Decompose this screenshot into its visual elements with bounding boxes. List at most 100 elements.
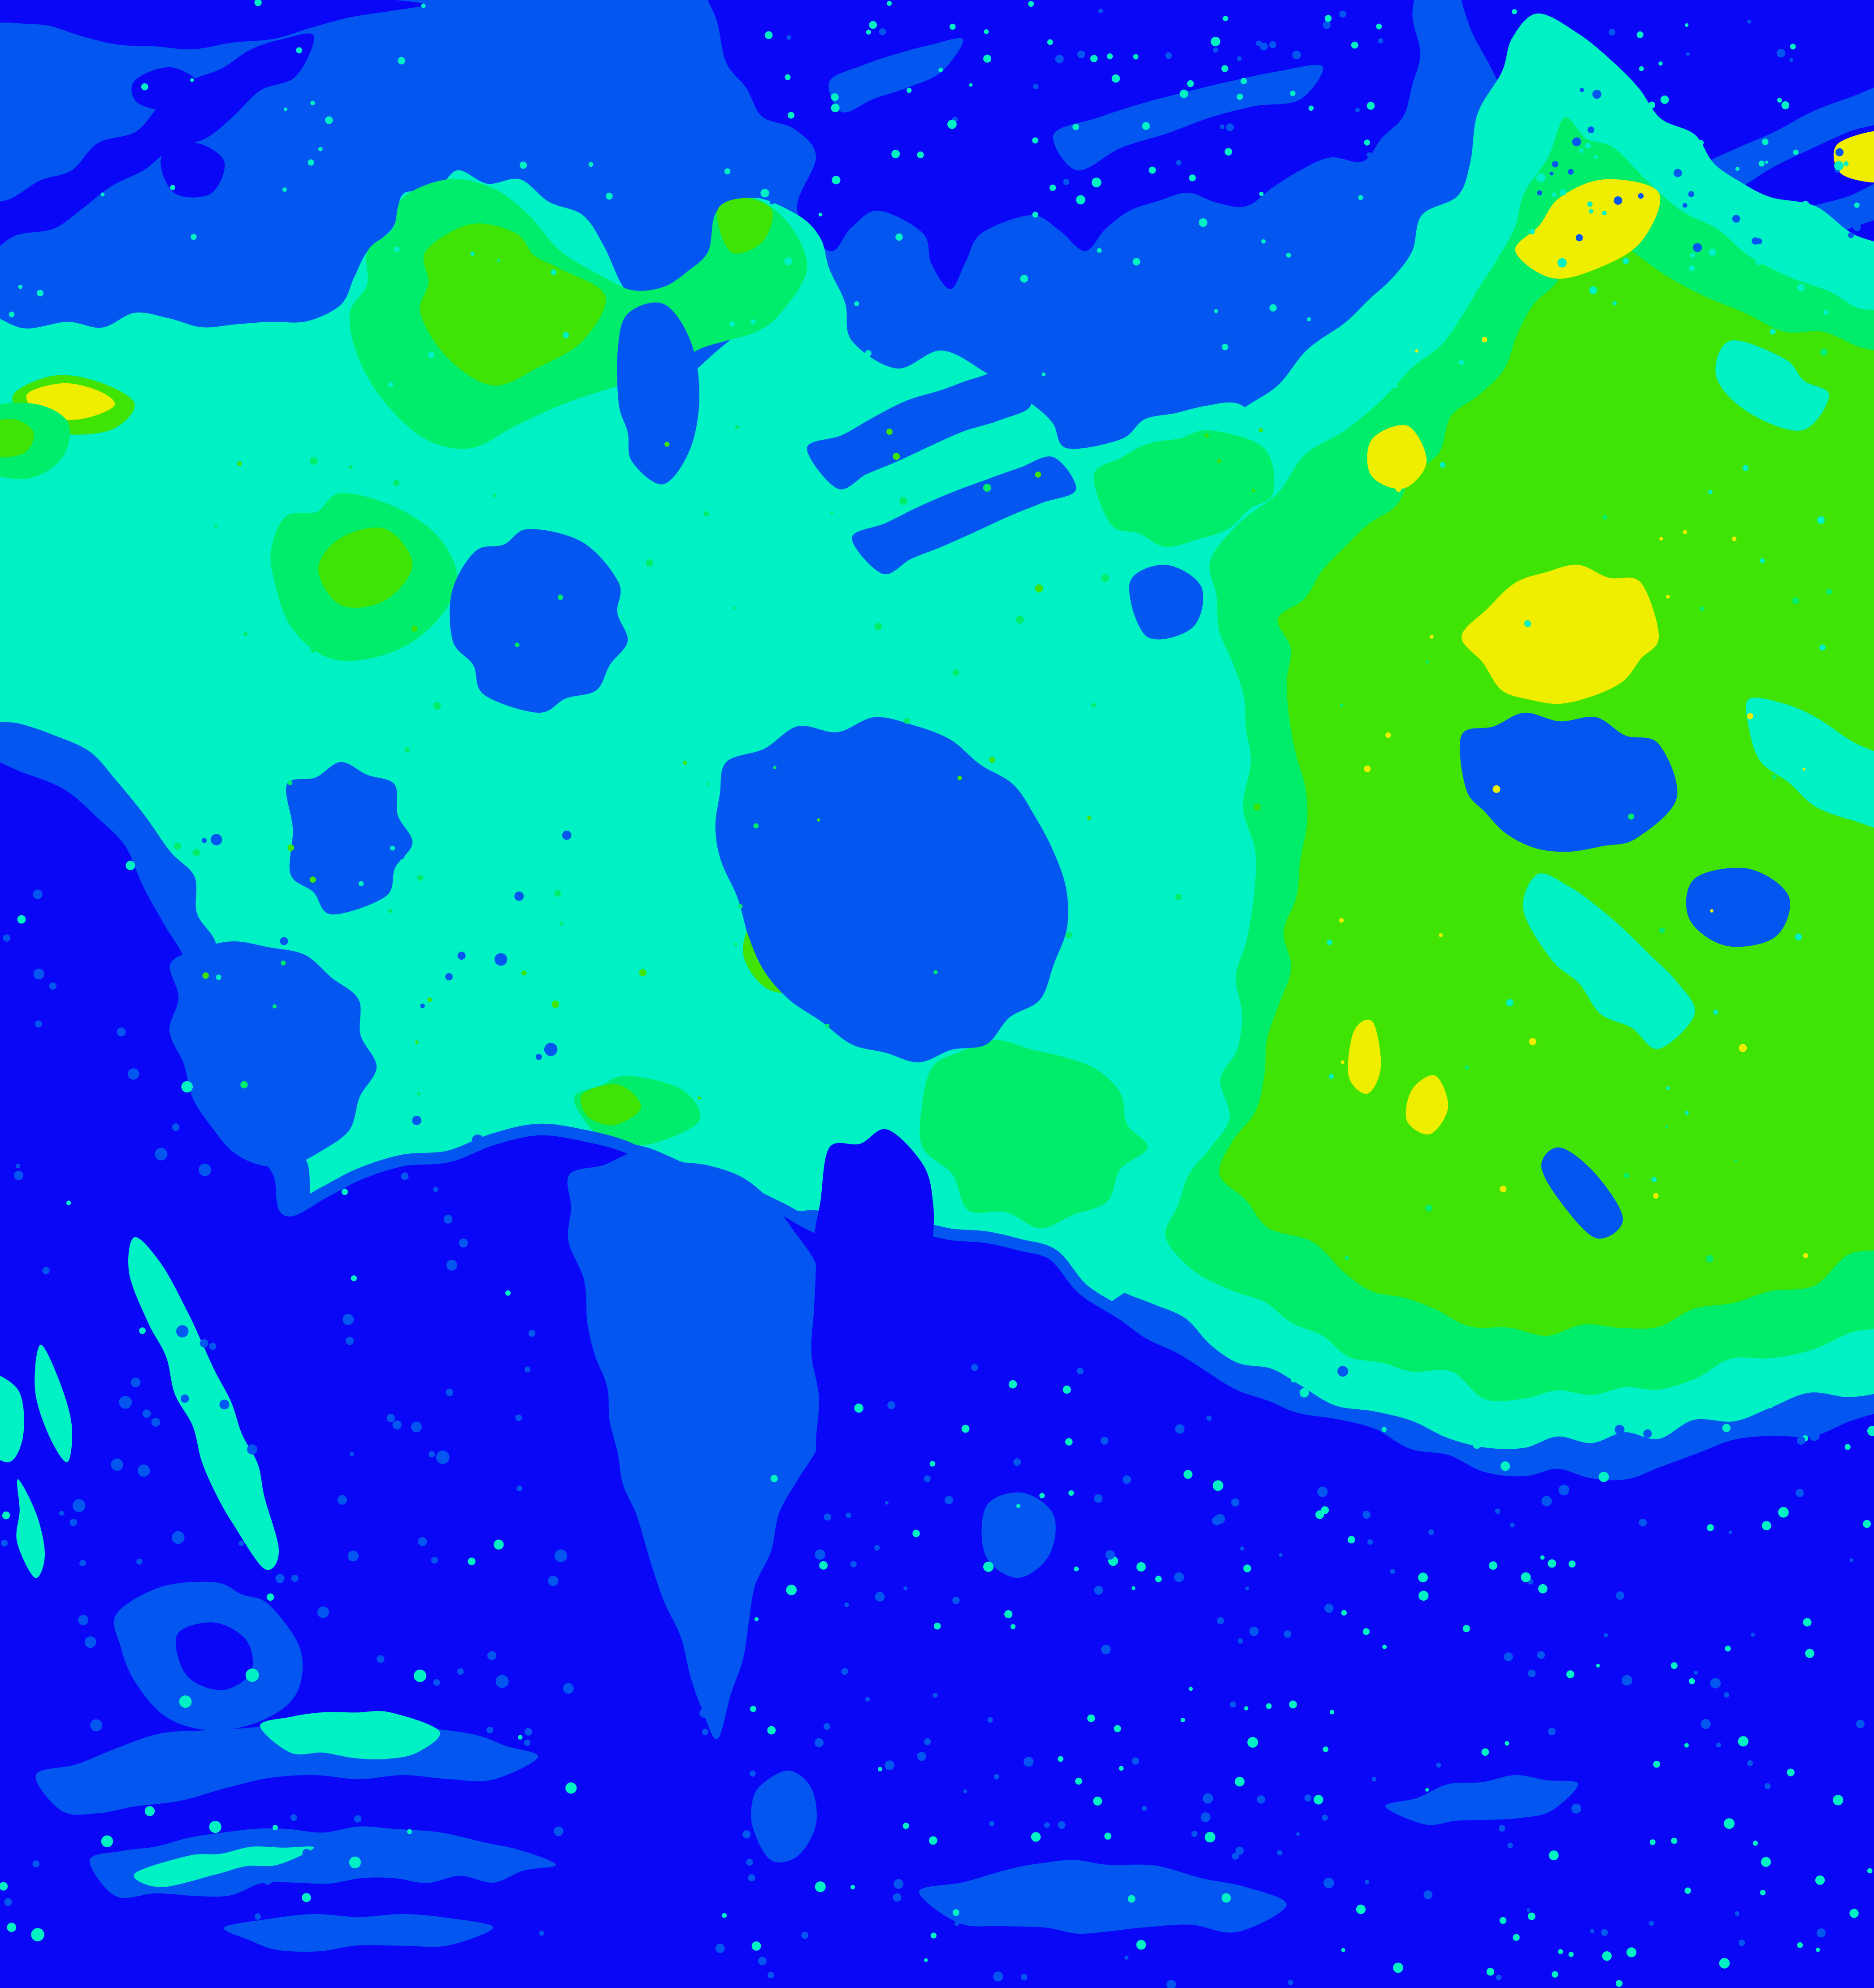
speckle-dot [1537, 190, 1542, 196]
speckle-dot [1867, 1425, 1874, 1436]
west-blue-lake-region [449, 528, 628, 713]
speckle-dot [1492, 785, 1501, 793]
speckle-dot [1028, 1, 1034, 7]
speckle-dot [112, 1793, 125, 1806]
speckle-dot [1212, 1480, 1223, 1491]
speckle-dot [1713, 1009, 1718, 1015]
speckle-dot [1649, 1839, 1656, 1845]
speckle-dot [1366, 152, 1372, 158]
speckle-dot [272, 1004, 277, 1009]
speckle-dot [1013, 1458, 1021, 1466]
speckle-dot [42, 1267, 50, 1274]
speckle-dot [524, 1728, 532, 1736]
speckle-dot [181, 1395, 189, 1403]
dragon-head-green-region [717, 198, 773, 254]
speckle-dot [1261, 239, 1266, 244]
speckle-dot [0, 1882, 8, 1891]
speckle-dot [1742, 465, 1748, 471]
speckle-dot [1588, 126, 1595, 134]
speckle-dot [1442, 1787, 1449, 1794]
speckle-dot [1212, 1516, 1221, 1525]
speckle-dot [1314, 1795, 1323, 1805]
speckle-dot [7, 1923, 17, 1932]
speckle-dot [874, 1545, 880, 1551]
speckle-dot [18, 285, 23, 289]
speckle-dot [886, 1, 892, 6]
speckle-dot [1552, 192, 1557, 197]
speckle-dot [698, 1096, 701, 1100]
speckle-dot [1074, 1566, 1079, 1572]
speckle-dot [1341, 1610, 1347, 1616]
speckle-dot [1489, 1561, 1497, 1570]
speckle-dot [1502, 71, 1510, 79]
speckle-dot [1867, 1868, 1873, 1874]
sw-blue-region-region [169, 941, 377, 1167]
speckle-dot [1788, 229, 1796, 237]
speckle-dot [210, 834, 222, 845]
speckle-dot [1396, 486, 1401, 492]
speckle-dot [893, 1893, 902, 1902]
speckle-dot [726, 1452, 732, 1458]
speckle-dot [1055, 55, 1064, 64]
speckle-dot [1101, 1645, 1111, 1655]
speckle-dot [209, 1343, 217, 1350]
speckle-dot [176, 1325, 189, 1338]
speckle-dot [283, 107, 287, 111]
speckle-dot [1708, 489, 1713, 494]
speckle-dot [895, 233, 903, 241]
speckle-dot [846, 1512, 851, 1518]
speckle-dot [1111, 74, 1120, 83]
speckle-dot [1101, 574, 1109, 582]
speckle-dot [1382, 1644, 1387, 1649]
speckle-dot [787, 112, 794, 119]
speckle-dot [1765, 160, 1768, 164]
speckle-dot [457, 951, 466, 960]
speckle-dot [1393, 1962, 1403, 1973]
speckle-dot [1489, 249, 1498, 257]
speckle-dot [1660, 95, 1669, 104]
speckle-dot [308, 159, 314, 166]
speckle-dot [1496, 1975, 1502, 1980]
speckle-dot [1076, 1367, 1084, 1375]
speckle-dot [1362, 1511, 1371, 1519]
speckle-dot [1465, 1065, 1469, 1070]
speckle-dot [1364, 139, 1371, 146]
speckle-dot [1224, 148, 1232, 156]
speckle-dot [280, 937, 288, 945]
speckle-dot [1747, 713, 1753, 719]
speckle-dot [1136, 1940, 1146, 1950]
speckle-dot [1289, 1700, 1297, 1709]
top-left-dark-patch-a-region [131, 67, 200, 111]
speckle-dot [1735, 167, 1740, 171]
left-spring-green-bit-region [0, 419, 34, 458]
speckle-dot [1458, 359, 1464, 365]
speckle-dot [1249, 213, 1254, 219]
speckle-dot [831, 104, 840, 113]
speckle-dot [983, 54, 992, 63]
speckle-dot [1235, 1776, 1245, 1787]
speckle-dot [190, 78, 194, 82]
speckle-dot [912, 1529, 920, 1538]
speckle-dot [1011, 1624, 1016, 1629]
speckle-dot [929, 1461, 936, 1467]
speckle-dot [1758, 160, 1765, 167]
speckle-dot [1863, 1520, 1871, 1528]
top-left-dark-streak-upper-region [0, 0, 426, 50]
speckle-dot [899, 497, 907, 505]
speckle-dot [893, 453, 900, 460]
speckle-dot [865, 1697, 870, 1702]
speckle-dot [33, 889, 43, 899]
speckle-dot [1223, 16, 1228, 22]
speckle-dot [413, 1669, 426, 1682]
speckle-dot [733, 606, 736, 610]
speckle-dot [1598, 1472, 1609, 1482]
speckle-dot [1815, 1875, 1825, 1885]
speckle-dot [1462, 1625, 1470, 1633]
speckle-dot [172, 1123, 180, 1131]
speckle-dot [202, 972, 209, 979]
bottom-center-blue-blob-region [919, 1860, 1287, 1934]
speckle-dot [1648, 101, 1656, 108]
speckle-dot [1536, 173, 1546, 182]
speckle-dot [1193, 109, 1200, 117]
green-mass-blue-lake-b-region [1686, 867, 1790, 947]
